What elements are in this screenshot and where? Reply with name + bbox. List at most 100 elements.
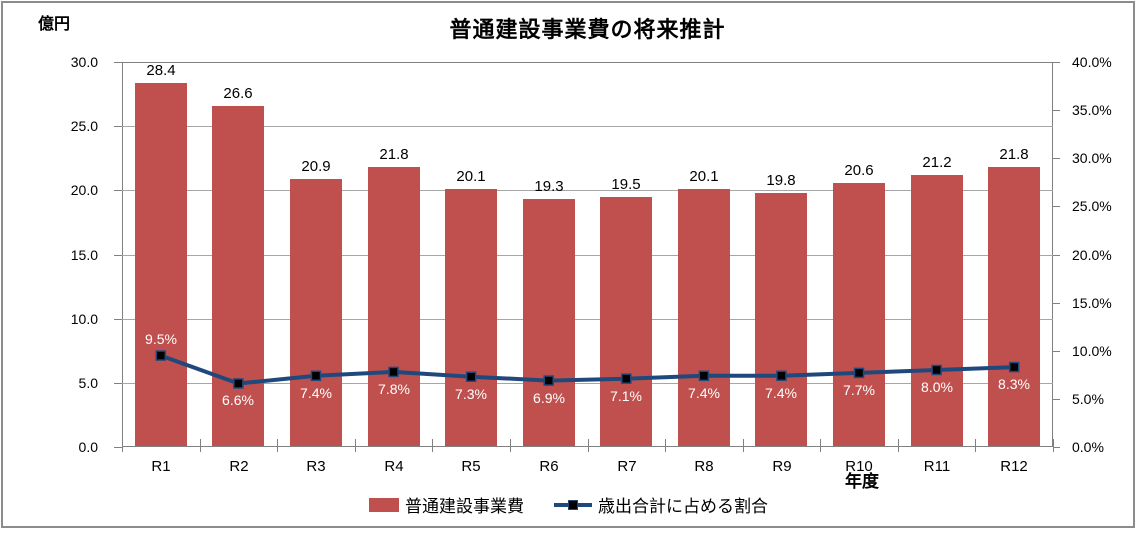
legend-label-bar-series: 普通建設事業費 [405, 497, 524, 516]
x-axis-boundary-tick [665, 439, 666, 452]
line-series-swatch-icon [554, 499, 592, 510]
bar-value-label: 21.8 [379, 146, 409, 164]
line-value-label: 7.1% [610, 388, 642, 404]
bar-value-label: 20.9 [301, 157, 331, 175]
line-point-marker [155, 350, 167, 361]
legend-label-line-series: 歳出合計に占める割合 [598, 497, 768, 516]
bar-value-label: 19.3 [534, 178, 564, 196]
right-axis-tick-mark [1053, 351, 1060, 352]
x-axis-boundary-tick [510, 439, 511, 452]
bar [988, 167, 1040, 446]
x-axis-boundary-tick [432, 439, 433, 452]
x-axis-category-label: R9 [772, 458, 792, 475]
left-axis-tick-mark [114, 62, 122, 63]
bar-value-label: 28.4 [146, 61, 176, 79]
left-axis-tick-mark [114, 447, 122, 448]
x-axis-boundary-tick [277, 439, 278, 452]
x-axis-boundary-tick [975, 439, 976, 452]
line-point-marker [931, 364, 942, 376]
left-axis-tick-mark [114, 319, 122, 320]
right-axis-tick-mark [1053, 303, 1060, 304]
x-axis-boundary-tick [200, 439, 201, 452]
x-axis-category-label: R1 [151, 458, 171, 475]
bar [678, 189, 730, 446]
gridline [122, 383, 1053, 384]
left-axis-tick-label: 0.0 [78, 439, 98, 455]
x-axis-title: 年度 [845, 472, 879, 491]
right-axis-tick-mark [1053, 255, 1060, 256]
x-axis-category-label: R8 [694, 458, 714, 475]
legend-item-line-series: 歳出合計に占める割合 [554, 492, 768, 517]
left-axis-tick-mark [114, 126, 122, 127]
x-axis-category-label: R12 [1000, 458, 1028, 475]
line-marker-icon [568, 499, 578, 510]
bar [290, 178, 342, 446]
x-axis-category-label: R10 [845, 458, 873, 475]
right-axis-tick-label: 35.0% [1072, 102, 1112, 118]
x-axis-category-label: R11 [923, 458, 951, 475]
gridline [122, 255, 1053, 256]
right-axis-tick-label: 20.0% [1072, 247, 1112, 263]
bar-series-swatch-icon [369, 497, 399, 512]
x-axis-boundary-tick [122, 439, 123, 452]
right-axis-tick-mark [1053, 206, 1060, 207]
bar-value-label: 21.8 [999, 146, 1029, 164]
line-value-label: 8.3% [998, 376, 1030, 392]
bar-value-label: 21.2 [922, 153, 952, 171]
x-axis-boundary-tick [820, 439, 821, 452]
right-axis-tick-label: 25.0% [1072, 198, 1112, 214]
line-point-marker [776, 370, 787, 382]
bar [523, 199, 575, 446]
line-value-label: 7.8% [378, 381, 410, 397]
line-point-marker [465, 371, 477, 382]
bar [212, 105, 264, 446]
bar [911, 174, 963, 446]
legend: 普通建設事業費 歳出合計に占める割合 [0, 492, 1137, 517]
line-point-marker [388, 366, 399, 378]
x-axis-category-label: R3 [306, 458, 326, 475]
line-value-label: 7.4% [765, 385, 797, 401]
right-axis-tick-label: 15.0% [1072, 295, 1112, 311]
line-series [155, 350, 1020, 389]
left-axis-tick-mark [114, 255, 122, 256]
x-axis-category-label: R5 [461, 458, 481, 475]
line-point-marker [1008, 361, 1020, 373]
left-axis-tick-label: 10.0 [70, 311, 98, 327]
right-axis-tick-label: 40.0% [1072, 54, 1112, 70]
bar [755, 192, 807, 446]
gridline [122, 319, 1053, 320]
right-axis-tick-label: 10.0% [1072, 343, 1112, 359]
right-axis-tick-mark [1053, 399, 1060, 400]
line-point-marker [543, 375, 554, 386]
line-point-marker [621, 373, 632, 384]
left-axis-tick-label: 5.0 [78, 375, 98, 391]
right-axis-tick-mark [1053, 110, 1060, 111]
x-axis-boundary-tick [355, 439, 356, 452]
left-axis-tick-label: 25.0 [70, 118, 98, 134]
line-value-label: 7.7% [843, 382, 875, 398]
bar [135, 82, 187, 446]
bar-value-label: 26.6 [223, 84, 253, 102]
bar-value-label: 20.1 [689, 168, 719, 186]
line-path [160, 353, 1015, 386]
bar [368, 167, 420, 446]
bar-value-label: 19.8 [766, 171, 796, 189]
line-value-label: 6.9% [533, 390, 565, 406]
x-axis-category-label: R2 [229, 458, 249, 475]
x-axis-category-label: R4 [384, 458, 404, 475]
left-axis-tick-label: 15.0 [70, 247, 98, 263]
bar [600, 196, 652, 446]
chart-title: 普通建設事業費の将来推計 [449, 17, 726, 42]
line-point-marker [310, 370, 322, 382]
x-axis-boundary-tick [588, 439, 589, 452]
right-axis-tick-mark [1053, 447, 1060, 448]
left-axis-tick-mark [114, 383, 122, 384]
x-axis-boundary-tick [898, 439, 899, 452]
line-value-label: 7.3% [455, 386, 487, 402]
bar [445, 189, 497, 446]
left-axis-unit-label: 億円 [38, 16, 71, 33]
right-axis-tick-label: 30.0% [1072, 150, 1112, 166]
legend-item-bar-series: 普通建設事業費 [369, 492, 524, 517]
x-axis-category-label: R7 [617, 458, 637, 475]
